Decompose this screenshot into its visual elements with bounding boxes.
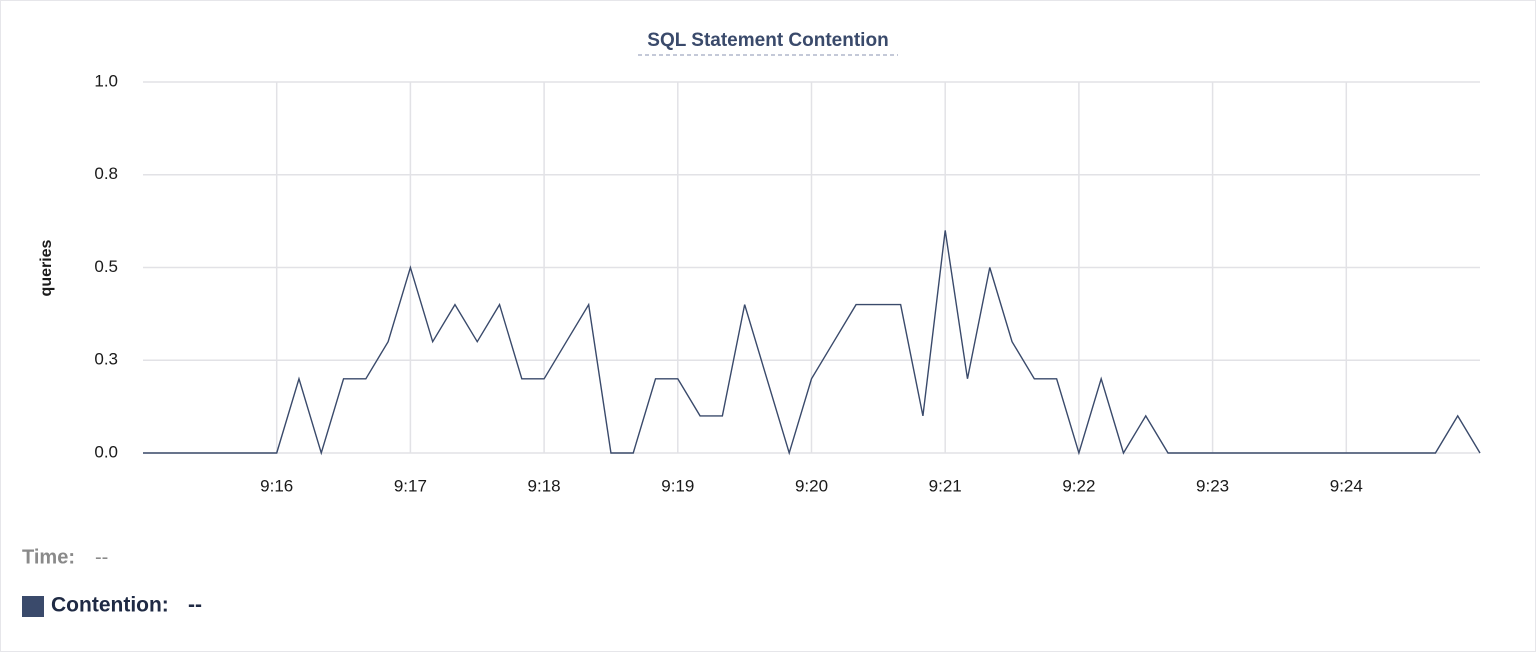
y-tick-label: 0.5: [94, 257, 118, 276]
chart-title[interactable]: SQL Statement Contention: [647, 30, 888, 51]
x-tick-label: 9:21: [929, 476, 962, 495]
x-tick-label: 9:19: [661, 476, 694, 495]
y-tick-label: 1.0: [94, 71, 118, 90]
x-tick-label: 9:16: [260, 476, 293, 495]
y-axis-label: queries: [38, 239, 55, 296]
y-tick-label: 0.0: [94, 442, 118, 461]
x-tick-label: 9:22: [1062, 476, 1095, 495]
x-tick-label: 9:23: [1196, 476, 1229, 495]
x-tick-label: 9:17: [394, 476, 427, 495]
readout-time-value: --: [95, 546, 108, 568]
x-tick-label: 9:20: [795, 476, 828, 495]
x-tick-label: 9:18: [528, 476, 561, 495]
legend-swatch: [22, 596, 44, 617]
legend-label: Contention:: [51, 594, 169, 617]
y-tick-label: 0.8: [94, 164, 118, 183]
y-tick-label: 0.3: [94, 350, 118, 369]
readout-time-label: Time:: [22, 546, 75, 568]
x-tick-label: 9:24: [1330, 476, 1363, 495]
legend-value: --: [188, 594, 202, 617]
series-line: [143, 230, 1481, 456]
